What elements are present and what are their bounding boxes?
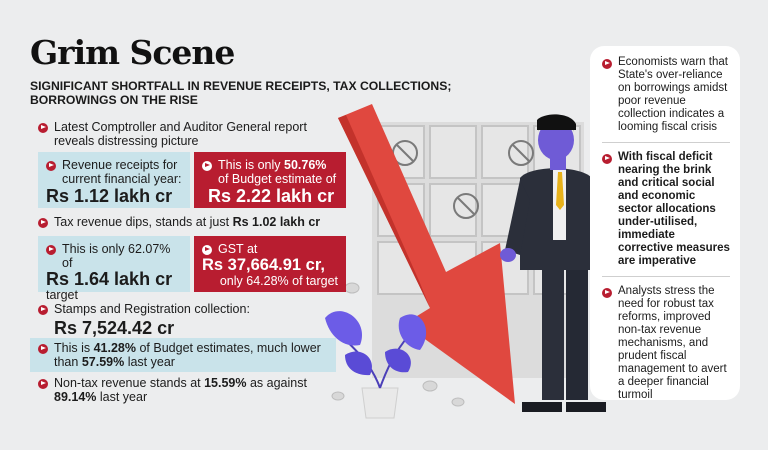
revenue-pct: 50.76% (284, 158, 327, 172)
side-item-fiscal-deficit: With fiscal deficit nearing the brink an… (602, 151, 730, 268)
budget-est-mid: of Budget estimates, much lower than (54, 341, 321, 369)
divider (602, 142, 730, 143)
play-bullet-icon (46, 161, 56, 171)
page-title: Grim Scene (30, 33, 235, 72)
budget-est-pct2: 57.59% (81, 355, 125, 369)
businessman-illustration (500, 114, 606, 412)
nontax-mid: as against (246, 376, 307, 390)
play-bullet-icon (602, 59, 612, 69)
down-arrow-icon (338, 104, 515, 404)
revenue-label: Revenue receipts for current financial y… (62, 158, 182, 186)
stamps-item: Stamps and Registration collection: Rs 7… (38, 302, 358, 338)
play-bullet-icon (602, 288, 612, 298)
target-suffix: target (46, 288, 78, 302)
gst-label: GST at (218, 242, 258, 256)
side-text-2: With fiscal deficit nearing the brink an… (618, 151, 730, 267)
nontax-item: Non-tax revenue stands at 15.59% as agai… (38, 376, 338, 404)
budget-est-prefix: This is (54, 341, 94, 355)
side-item-analysts: Analysts stress the need for robust tax … (602, 285, 730, 402)
revenue-pct-suffix: of Budget estimate of (218, 172, 337, 186)
side-text-3: Analysts stress the need for robust tax … (618, 285, 727, 401)
target-prefix: This is only 62.07% of (62, 242, 171, 270)
stamps-label: Stamps and Registration collection: (54, 302, 250, 316)
cag-item: Latest Comptroller and Auditor General r… (38, 120, 348, 148)
budget-estimate-box: This is 41.28% of Budget estimates, much… (30, 338, 336, 372)
stamps-value: Rs 7,524.42 cr (54, 318, 175, 338)
play-bullet-icon (38, 123, 48, 133)
side-item-economists: Economists warn that State's over-relian… (602, 56, 730, 134)
revenue-receipts-box: Revenue receipts for current financial y… (38, 152, 190, 208)
budget-est-suffix: last year (124, 355, 175, 369)
analysis-panel: Economists warn that State's over-relian… (590, 46, 740, 402)
play-bullet-icon (38, 305, 48, 315)
page-subtitle: SIGNIFICANT SHORTFALL IN REVENUE RECEIPT… (30, 79, 452, 107)
plant-icon (325, 311, 427, 419)
play-bullet-icon (38, 344, 48, 354)
nontax-pct: 15.59% (204, 376, 247, 390)
gst-value: Rs 37,664.91 cr, (202, 256, 325, 274)
play-bullet-icon (38, 218, 48, 228)
budget-est-pct: 41.28% (93, 341, 136, 355)
play-bullet-icon (46, 245, 56, 255)
gst-box: GST at Rs 37,664.91 cr, only 64.28% of t… (194, 236, 346, 292)
divider (602, 276, 730, 277)
nontax-pct2: 89.14% (54, 390, 97, 404)
nontax-suffix: last year (96, 390, 148, 404)
tax-item: Tax revenue dips, stands at just Rs 1.02… (38, 215, 358, 229)
revenue-budget-box: This is only 50.76% of Budget estimate o… (194, 152, 346, 208)
target-value: Rs 1.64 lakh cr (46, 269, 173, 289)
tax-target-box: This is only 62.07% of Rs 1.64 lakh cr t… (38, 236, 190, 302)
play-bullet-icon (602, 154, 612, 164)
revenue-pct-prefix: This is only (218, 158, 284, 172)
gst-note: only 64.28% of target (219, 274, 338, 288)
nontax-prefix: Non-tax revenue stands at (54, 376, 205, 390)
play-bullet-icon (202, 245, 212, 255)
side-text-1: Economists warn that State's over-relian… (618, 56, 728, 133)
play-bullet-icon (38, 379, 48, 389)
no-money-icon (392, 140, 534, 219)
play-bullet-icon (202, 161, 212, 171)
tax-prefix: Tax revenue dips, stands at just (54, 215, 233, 229)
tax-value: Rs 1.02 lakh cr (232, 215, 321, 229)
revenue-budget-value: Rs 2.22 lakh cr (208, 186, 335, 206)
revenue-value: Rs 1.12 lakh cr (46, 186, 173, 206)
cag-text: Latest Comptroller and Auditor General r… (54, 120, 307, 148)
